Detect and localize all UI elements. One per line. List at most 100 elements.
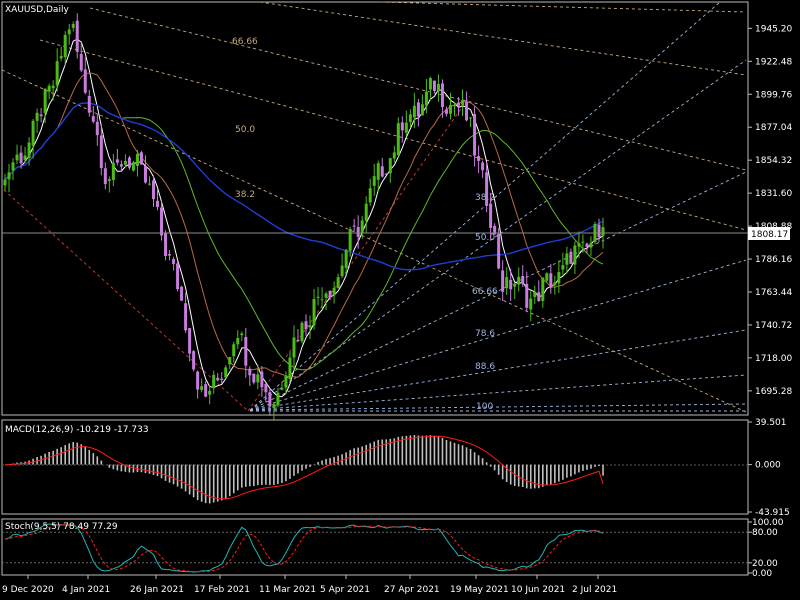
candle-body <box>260 371 264 388</box>
macd-panel-frame <box>1 419 749 515</box>
time-tick-label: 26 Jan 2021 <box>130 585 184 595</box>
candle-body <box>268 392 272 407</box>
candle-body <box>340 265 344 277</box>
candle-body <box>119 164 123 167</box>
fan-line <box>1 69 747 413</box>
stoch-levels <box>2 531 748 564</box>
candle-body <box>180 286 184 301</box>
candle-body <box>232 344 236 357</box>
candle-body <box>457 102 461 106</box>
candle-body <box>509 279 513 290</box>
time-tick-label: 19 May 2021 <box>450 585 509 595</box>
candle-body <box>200 386 204 390</box>
candle-body <box>39 114 43 117</box>
candle-body <box>59 56 63 59</box>
candle-body <box>356 226 360 237</box>
candle-body <box>280 388 284 390</box>
candle-body <box>63 34 67 58</box>
stoch-title: Stoch(9,5,5) 78.49 77.29 <box>5 522 118 532</box>
candle-body <box>577 243 581 247</box>
candle-body <box>436 84 440 92</box>
stoch-tick-label: 20.00 <box>752 559 778 569</box>
macd-panel[interactable]: MACD(12,26,9) -10.219 -17.733 <box>1 419 749 515</box>
candle-body <box>352 225 356 227</box>
price-tick-label: 1854.32 <box>755 156 792 166</box>
candle-body <box>501 270 505 292</box>
moving-average-line <box>4 38 604 398</box>
price-panel[interactable]: 66.66 50.0 38.2 38.2 50.0 66.66 78.6 88.6 100 XA… <box>1 1 749 421</box>
time-axis[interactable]: 9 Dec 2020 4 Jan 2021 26 Jan 2021 17 Feb 20… <box>2 575 617 595</box>
time-tick-label: 27 Apr 2021 <box>384 585 440 595</box>
candle-body <box>384 173 388 175</box>
price-tick-label: 1945.20 <box>755 24 792 34</box>
candle-body <box>513 283 517 287</box>
candle-body <box>43 88 47 114</box>
candle-body <box>55 61 59 86</box>
price-tick-label: 1786.16 <box>755 255 792 265</box>
candle-body <box>115 159 119 163</box>
candle-body <box>160 207 164 236</box>
candle-body <box>19 152 23 164</box>
candle-body <box>296 339 300 341</box>
candle-body <box>123 160 127 165</box>
stoch-tick-label: 80.00 <box>752 528 778 538</box>
candle-body <box>248 368 252 376</box>
candle-body <box>75 20 79 52</box>
candle-body <box>176 263 180 290</box>
candle-body <box>51 85 55 89</box>
candle-body <box>27 142 31 159</box>
candle-body <box>529 298 533 310</box>
stoch-tick-label: 0.00 <box>752 569 772 579</box>
candle-body <box>308 325 312 328</box>
fan-line <box>259 1 747 76</box>
current-price-label: 1808.17 <box>751 230 788 240</box>
stoch-tick-label: 100.00 <box>752 518 784 528</box>
candle-body <box>360 220 364 234</box>
candle-body <box>216 377 220 381</box>
candle-body <box>316 296 320 298</box>
candle-body <box>23 155 27 161</box>
candle-body <box>585 243 589 247</box>
candle-body <box>184 303 188 331</box>
candle-body <box>392 152 396 159</box>
candle-body <box>465 101 469 121</box>
candle-body <box>35 112 39 121</box>
candle-body <box>292 337 296 358</box>
candle-body <box>525 283 529 308</box>
stoch-panel[interactable]: Stoch(9,5,5) 78.49 77.29 <box>1 518 749 576</box>
fan-line <box>89 7 747 171</box>
candle-body <box>444 109 448 114</box>
candle-body <box>168 254 172 256</box>
fan-line <box>39 39 747 231</box>
candle-body <box>376 163 380 180</box>
candle-body <box>91 116 95 122</box>
candle-body <box>324 293 328 298</box>
candle-body <box>565 253 569 265</box>
price-tick-label: 1831.60 <box>755 189 792 199</box>
candle-body <box>416 102 420 117</box>
candle-body <box>461 99 465 105</box>
candle-body <box>212 374 216 389</box>
price-tick-label: 1877.04 <box>755 123 792 133</box>
price-tick-label: 1718.00 <box>755 354 792 364</box>
time-tick-label: 9 Dec 2020 <box>2 585 54 595</box>
candle-body <box>553 282 557 286</box>
candle-body <box>440 83 444 108</box>
fib-level-label: 66.66 <box>232 37 258 47</box>
candle-body <box>304 321 308 330</box>
candle-body <box>7 172 11 180</box>
candle-body <box>344 249 348 268</box>
candle-body <box>252 373 256 383</box>
candle-body <box>95 121 99 136</box>
fib-level-label: 50.0 <box>235 125 255 135</box>
candle-body <box>196 371 200 390</box>
candle-body <box>481 162 485 171</box>
candle-body <box>300 322 304 342</box>
macd-axis[interactable]: 39.501 0.000 -43.915 <box>748 418 790 518</box>
price-axis[interactable]: 1945.20 1922.48 1899.76 1877.04 1854.32 1831.… <box>748 24 792 397</box>
fan-line <box>249 403 747 411</box>
price-tick-label: 1922.48 <box>755 57 792 67</box>
price-tick-label: 1740.72 <box>755 321 792 331</box>
